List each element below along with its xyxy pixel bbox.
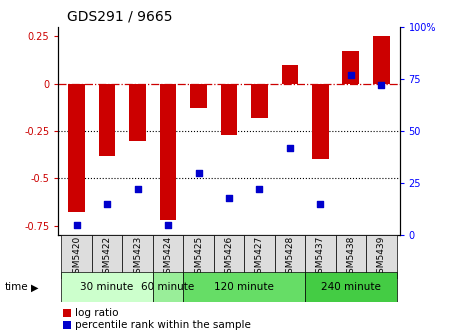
Bar	[373, 36, 390, 84]
Bar	[190, 84, 207, 108]
Point	[347, 72, 354, 78]
Bar	[183, 235, 214, 279]
Bar	[251, 84, 268, 118]
Text: ▶: ▶	[31, 282, 39, 292]
Bar	[160, 84, 176, 220]
Point	[73, 222, 80, 227]
Bar	[366, 235, 396, 279]
Text: GSM5422: GSM5422	[103, 236, 112, 279]
Text: GSM5424: GSM5424	[163, 236, 172, 279]
Bar	[129, 84, 146, 140]
Text: GSM5423: GSM5423	[133, 236, 142, 279]
Text: 240 minute: 240 minute	[321, 282, 381, 292]
Bar	[63, 309, 71, 317]
Bar	[62, 235, 92, 279]
Text: log ratio: log ratio	[75, 308, 119, 318]
Bar	[312, 84, 329, 160]
Text: percentile rank within the sample: percentile rank within the sample	[75, 320, 251, 330]
Point	[317, 201, 324, 207]
Bar	[92, 235, 122, 279]
Bar	[305, 235, 336, 279]
Text: 30 minute: 30 minute	[80, 282, 134, 292]
Bar	[282, 65, 298, 84]
Text: GSM5425: GSM5425	[194, 236, 203, 279]
Text: 60 minute: 60 minute	[141, 282, 195, 292]
Bar	[122, 235, 153, 279]
Text: GSM5437: GSM5437	[316, 235, 325, 279]
Bar	[275, 235, 305, 279]
Bar	[63, 321, 71, 329]
Bar	[343, 51, 359, 84]
Text: GSM5427: GSM5427	[255, 236, 264, 279]
Text: GSM5420: GSM5420	[72, 236, 81, 279]
Bar	[99, 84, 115, 156]
Bar	[153, 235, 183, 279]
Text: 120 minute: 120 minute	[214, 282, 274, 292]
Bar	[153, 272, 183, 302]
Point	[378, 83, 385, 88]
Point	[286, 145, 294, 151]
Bar	[220, 84, 238, 135]
Point	[195, 170, 202, 175]
Point	[225, 195, 233, 200]
Point	[164, 222, 172, 227]
Point	[134, 187, 141, 192]
Bar	[183, 272, 305, 302]
Point	[256, 187, 263, 192]
Point	[104, 201, 111, 207]
Text: time: time	[4, 282, 28, 292]
Bar	[305, 272, 396, 302]
Text: GDS291 / 9665: GDS291 / 9665	[67, 9, 173, 24]
Text: GSM5439: GSM5439	[377, 235, 386, 279]
Bar	[335, 235, 366, 279]
Bar	[68, 84, 85, 212]
Bar	[62, 272, 153, 302]
Bar	[244, 235, 275, 279]
Bar	[214, 235, 244, 279]
Text: GSM5438: GSM5438	[346, 235, 355, 279]
Text: GSM5428: GSM5428	[286, 236, 295, 279]
Text: GSM5426: GSM5426	[224, 236, 233, 279]
